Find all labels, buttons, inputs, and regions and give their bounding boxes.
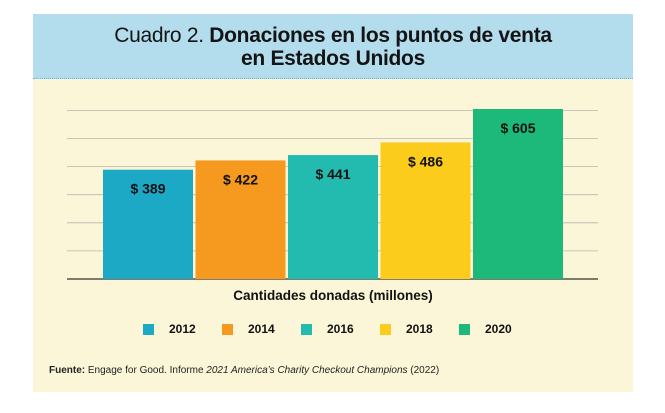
bar-2016 [288,155,378,279]
legend-swatch-2012 [143,324,154,335]
legend-swatch-2020 [459,324,470,335]
bar-2020 [473,109,563,279]
legend-item-2018: 2018 [380,322,450,338]
legend-label-2014: 2014 [248,322,275,336]
legend-label-2018: 2018 [406,322,433,336]
bar-value-label-2020: $ 605 [500,120,535,136]
source-text-after: (2022) [407,365,440,376]
chart-title-line-1: Cuadro 2. Donaciones en los puntos de ve… [33,24,633,48]
bar-value-label-2012: $ 389 [130,181,165,197]
bar-value-label-2018: $ 486 [408,153,443,169]
chart-card: Cuadro 2. Donaciones en los puntos de ve… [33,14,633,392]
legend-label-2012: 2012 [169,322,196,336]
chart-title-prefix: Cuadro 2. [114,24,204,47]
bar-2012 [103,169,193,279]
legend-item-2016: 2016 [301,322,371,338]
chart-header: Cuadro 2. Donaciones en los puntos de ve… [33,14,633,79]
bar-value-label-2014: $ 422 [223,171,258,187]
source-label: Fuente: [49,365,86,376]
legend-item-2014: 2014 [222,322,292,338]
bar-chart-plot: $ 389 $ 422 $ 441 $ 486 $ 605 [67,109,598,280]
bar-2014 [195,160,286,279]
chart-title-line-2: en Estados Unidos [241,47,425,70]
legend-label-2020: 2020 [485,322,512,336]
legend-item-2020: 2020 [459,322,529,338]
bar-value-label-2016: $ 441 [315,166,350,182]
x-axis-label: Cantidades donadas (millones) [233,288,433,303]
source-text-before: Engage for Good. Informe [85,365,207,376]
legend-swatch-2016 [301,324,312,335]
source-report-title: 2021 America’s Charity Checkout Champion… [206,365,408,376]
legend-label-2016: 2016 [327,322,354,336]
chart-title-main: Donaciones en los puntos de venta [209,24,552,47]
legend-item-2012: 2012 [143,322,213,338]
legend-swatch-2014 [222,324,233,335]
bar-2018 [380,142,471,279]
source-note: Fuente: Engage for Good. Informe 2021 Am… [49,365,439,376]
legend-swatch-2018 [380,324,391,335]
